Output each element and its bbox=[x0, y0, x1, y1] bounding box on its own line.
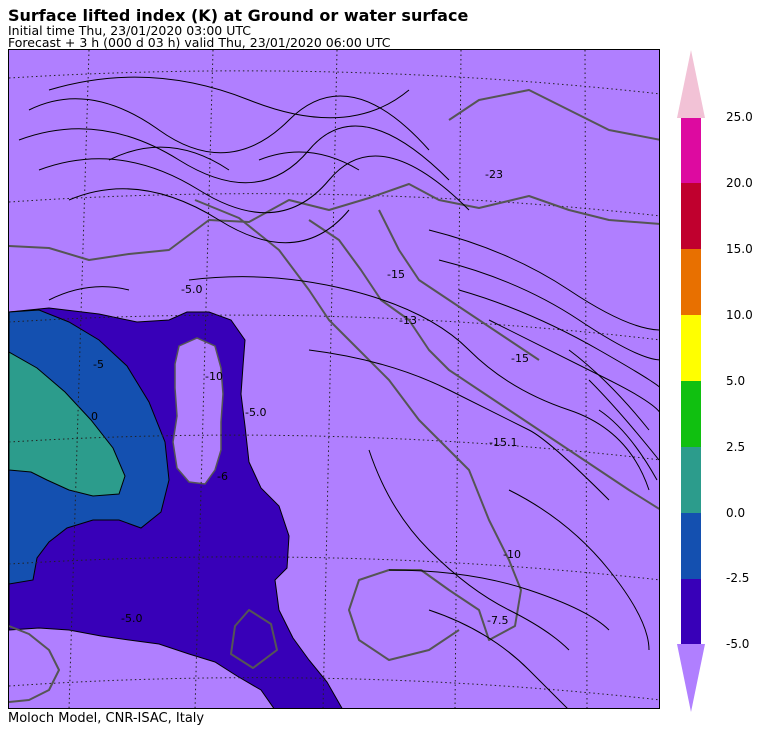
colorbar-label: -5.0 bbox=[726, 637, 750, 651]
contour-label: -5 bbox=[93, 358, 104, 371]
forecast-validity: Forecast + 3 h (000 d 03 h) valid Thu, 2… bbox=[8, 35, 391, 50]
colorbar bbox=[677, 50, 705, 712]
contour-label: -13 bbox=[399, 314, 417, 327]
isolines bbox=[188, 276, 650, 708]
contour-label: -10 bbox=[205, 370, 223, 383]
island-cutout bbox=[172, 337, 224, 485]
colorbar-bin bbox=[681, 513, 701, 579]
map-svg: -5.0 -13 -15 -15 -15.1 -10 -7.5 -23 -5.0… bbox=[9, 50, 659, 708]
contour-label: -6 bbox=[217, 470, 228, 483]
map-title: Surface lifted index (K) at Ground or wa… bbox=[8, 6, 469, 25]
mountain-contours bbox=[18, 76, 659, 481]
colorbar-top-arrow bbox=[677, 50, 705, 118]
contour-label: -15 bbox=[387, 268, 405, 281]
colorbar-bin bbox=[681, 118, 701, 183]
colorbar-bin bbox=[681, 183, 701, 249]
colorbar-label: 5.0 bbox=[726, 374, 746, 388]
contour-label: -5.0 bbox=[245, 406, 266, 419]
colorbar-label: -2.5 bbox=[726, 571, 750, 585]
lifted-index-map: -5.0 -13 -15 -15 -15.1 -10 -7.5 -23 -5.0… bbox=[8, 49, 660, 709]
colorbar-bin bbox=[681, 381, 701, 447]
contour-label: -10 bbox=[503, 548, 521, 561]
colorbar-bin bbox=[681, 249, 701, 315]
colorbar-label: 0.0 bbox=[726, 506, 746, 520]
colorbar-bottom-arrow bbox=[677, 644, 705, 712]
graticule bbox=[9, 50, 659, 708]
model-credit: Moloch Model, CNR-ISAC, Italy bbox=[8, 711, 205, 726]
colorbar-label: 25.0 bbox=[726, 110, 753, 124]
colorbar-bin bbox=[681, 315, 701, 381]
contour-label: -5.0 bbox=[181, 283, 202, 296]
initial-time: Initial time Thu, 23/01/2020 03:00 UTC bbox=[8, 23, 251, 38]
colorbar-label: 2.5 bbox=[726, 440, 746, 454]
colorbar-label: 10.0 bbox=[726, 308, 753, 322]
field-0-to-2_5 bbox=[9, 351, 126, 497]
colorbar-label: 20.0 bbox=[726, 176, 753, 190]
contour-label: -5.0 bbox=[121, 612, 142, 625]
contour-label: -15.1 bbox=[489, 436, 517, 449]
contour-label: -15 bbox=[511, 352, 529, 365]
colorbar-label: 15.0 bbox=[726, 242, 753, 256]
contour-label: -23 bbox=[485, 168, 503, 181]
colorbar-bin bbox=[681, 447, 701, 513]
colorbar-bin bbox=[681, 579, 701, 644]
contour-label: 0 bbox=[91, 410, 98, 423]
coastlines bbox=[9, 89, 659, 703]
contour-label: -7.5 bbox=[487, 614, 508, 627]
